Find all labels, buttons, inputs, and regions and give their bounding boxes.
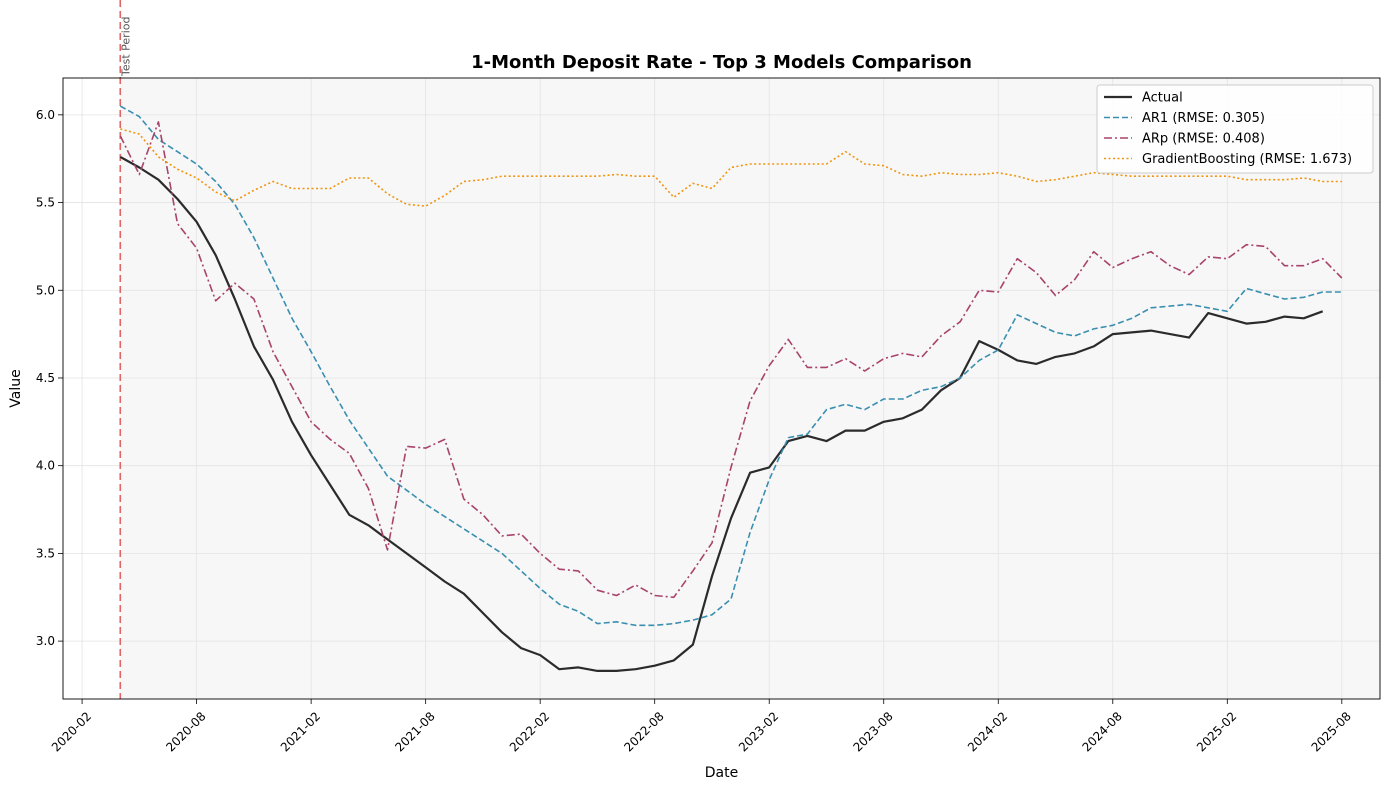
- chart-title: 1-Month Deposit Rate - Top 3 Models Comp…: [471, 52, 972, 73]
- x-axis-label: Date: [705, 765, 738, 781]
- y-tick-label: 3.5: [36, 546, 55, 560]
- y-tick-label: 3.0: [36, 634, 55, 648]
- y-tick-label: 5.5: [36, 196, 55, 210]
- legend-label: GradientBoosting (RMSE: 1.673): [1142, 152, 1352, 167]
- series-lines: [119, 105, 1343, 673]
- y-tick-label: 5.0: [36, 283, 55, 297]
- legend-label: ARp (RMSE: 0.408): [1142, 132, 1265, 147]
- series-line-ar1: [119, 105, 1342, 627]
- grid-lines: [63, 78, 1380, 699]
- legend-box: [1096, 84, 1374, 174]
- y-axis-label: Value: [8, 369, 24, 407]
- y-tick-label: 6.0: [36, 108, 55, 122]
- legend-label: AR1 (RMSE: 0.305): [1142, 111, 1265, 126]
- y-tick-label: 4.0: [36, 459, 55, 473]
- test-period-annotation: Test Period: [119, 0, 132, 699]
- series-line-actual: [119, 155, 1324, 673]
- legend-label: Actual: [1142, 91, 1183, 106]
- test-period-label: Test Period: [119, 17, 132, 77]
- plot-frame: [62, 77, 1381, 700]
- plot-background: [120, 78, 1381, 699]
- series-line-arp: [119, 121, 1343, 599]
- y-tick-label: 4.5: [36, 371, 55, 385]
- legend: Actual AR1 (RMSE: 0.305) ARp (RMSE: 0.408)…: [1096, 84, 1374, 174]
- test-period-shade: [120, 78, 1381, 699]
